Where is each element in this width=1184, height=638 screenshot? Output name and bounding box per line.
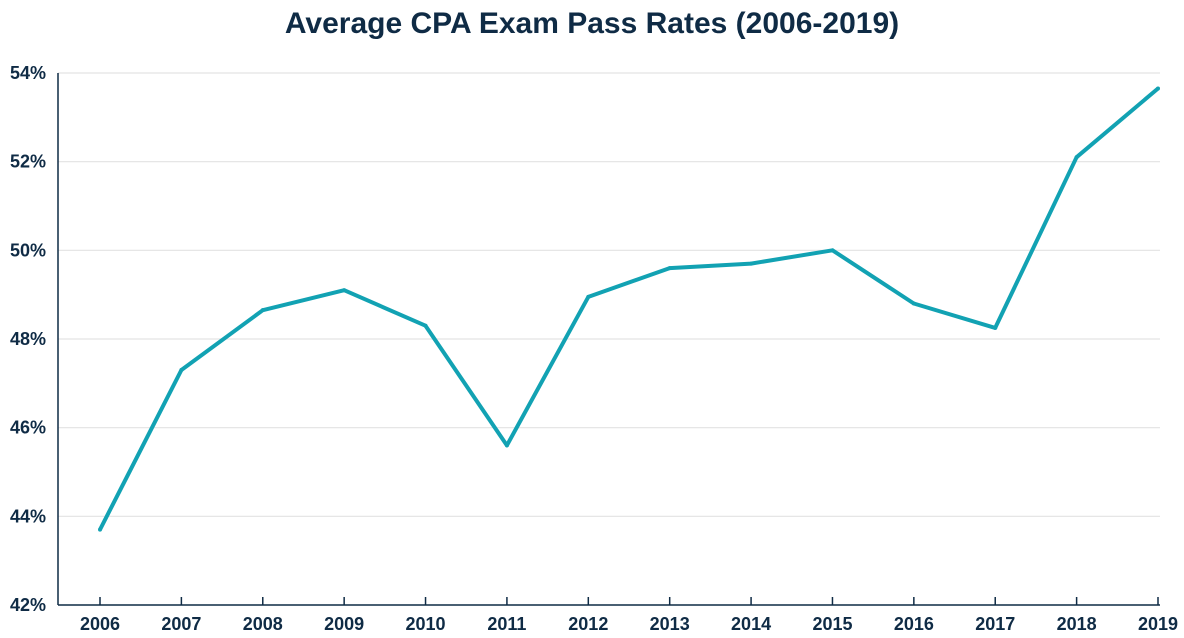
x-tick-label: 2016 xyxy=(894,614,934,634)
x-tick-label: 2013 xyxy=(650,614,690,634)
x-tick-label: 2018 xyxy=(1057,614,1097,634)
x-tick-label: 2007 xyxy=(161,614,201,634)
data-point xyxy=(1156,86,1160,91)
x-tick-label: 2008 xyxy=(243,614,283,634)
x-tick-label: 2017 xyxy=(975,614,1015,634)
y-tick-label: 44% xyxy=(10,506,46,526)
x-tick-label: 2010 xyxy=(406,614,446,634)
data-point xyxy=(749,261,754,266)
x-tick-label: 2015 xyxy=(812,614,852,634)
data-point xyxy=(423,323,428,328)
series-line xyxy=(98,86,1160,531)
data-point xyxy=(179,368,184,373)
chart-title: Average CPA Exam Pass Rates (2006-2019) xyxy=(284,7,900,40)
data-point xyxy=(1074,155,1079,160)
y-tick-label: 52% xyxy=(10,152,46,172)
data-point xyxy=(911,301,916,306)
data-point xyxy=(98,527,102,532)
gridlines xyxy=(58,72,1160,517)
x-tick-label: 2006 xyxy=(80,614,120,634)
y-tick-label: 54% xyxy=(10,63,46,83)
y-tick-label: 42% xyxy=(10,595,46,615)
y-tick-label: 48% xyxy=(10,329,46,349)
axes xyxy=(57,73,1160,606)
x-tick-label: 2009 xyxy=(324,614,364,634)
data-point xyxy=(667,266,672,271)
x-tick-label: 2012 xyxy=(568,614,608,634)
x-axis-ticks: 2006 2007 2008 2009 2010 2011 2012 2013 2014 2015… xyxy=(80,597,1178,634)
data-point xyxy=(830,248,835,253)
x-tick-label: 2014 xyxy=(731,614,771,634)
y-axis-ticks: 42% 44% 46% 48% 50% 52% 54% xyxy=(10,63,46,615)
y-tick-label: 50% xyxy=(10,240,46,260)
y-tick-label: 46% xyxy=(10,418,46,438)
data-point xyxy=(993,325,998,330)
data-point xyxy=(260,308,265,313)
x-tick-label: 2011 xyxy=(487,614,526,634)
data-point xyxy=(342,288,347,293)
series-layer xyxy=(98,86,1160,532)
x-tick-label: 2019 xyxy=(1138,614,1178,634)
data-point xyxy=(504,443,509,448)
data-point xyxy=(586,294,591,299)
